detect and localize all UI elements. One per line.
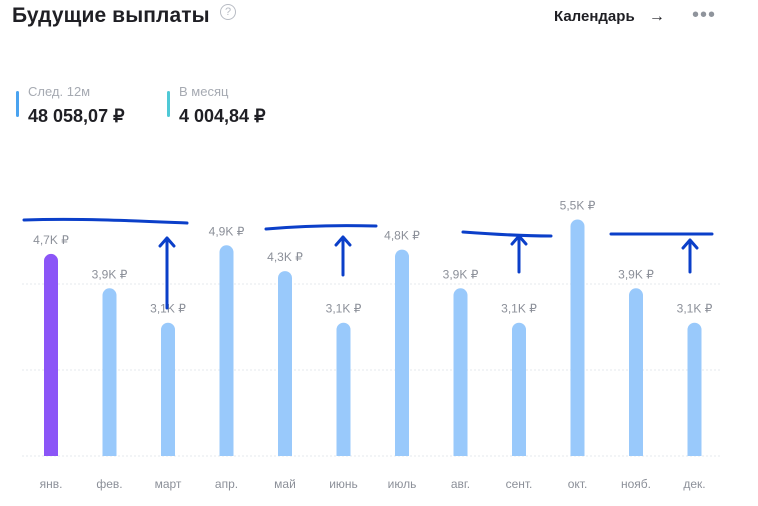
- bar: [395, 249, 409, 456]
- bar: [453, 288, 468, 456]
- stat-per-month: В месяц 4 004,84 ₽: [167, 84, 266, 128]
- annotation-arrow: [334, 235, 352, 277]
- x-tick-label: март: [155, 477, 182, 491]
- annotation-arrow: [681, 238, 699, 274]
- x-tick-label: сент.: [506, 477, 533, 491]
- bar: [102, 288, 117, 456]
- x-tick-label: фев.: [96, 477, 122, 491]
- value-label: 3,1K ₽: [677, 302, 713, 316]
- annotation-line: [22, 217, 189, 225]
- value-label: 3,9K ₽: [618, 267, 654, 281]
- bar: [570, 219, 585, 456]
- arrow-right-icon: →: [648, 8, 665, 25]
- more-options-icon[interactable]: •••: [692, 4, 717, 26]
- value-label: 4,8K ₽: [384, 229, 420, 243]
- value-label: 4,3K ₽: [267, 250, 303, 264]
- annotation-arrow: [510, 234, 528, 274]
- bar: [219, 245, 234, 456]
- bar: [512, 322, 526, 456]
- annotation-line: [461, 230, 553, 238]
- x-tick-label: дек.: [683, 477, 705, 491]
- stat-next-12m: След. 12м 48 058,07 ₽: [16, 84, 125, 128]
- stat-color-bar: [167, 91, 170, 117]
- x-tick-label: янв.: [40, 477, 63, 491]
- bar: [278, 271, 292, 456]
- stat-value: 4 004,84 ₽: [179, 106, 266, 126]
- x-tick-label: май: [274, 477, 296, 491]
- x-tick-label: июль: [388, 477, 417, 491]
- annotation-line: [264, 224, 378, 231]
- value-label: 4,7K ₽: [33, 233, 69, 247]
- bar: [161, 322, 175, 456]
- calendar-label: Календарь: [554, 8, 635, 25]
- x-tick-label: окт.: [568, 477, 588, 491]
- stat-color-bar: [16, 91, 19, 117]
- x-tick-label: июнь: [329, 477, 358, 491]
- value-label: 5,5K ₽: [560, 199, 596, 213]
- calendar-link[interactable]: Календарь →: [554, 8, 665, 26]
- bar: [687, 322, 702, 456]
- widget-header: Будущие выплаты ? Календарь → •••: [12, 0, 758, 40]
- value-label: 3,1K ₽: [326, 302, 362, 316]
- help-icon[interactable]: ?: [220, 4, 236, 20]
- bar: [44, 253, 58, 456]
- bar: [336, 322, 351, 456]
- value-label: 4,9K ₽: [209, 224, 245, 238]
- stat-value: 48 058,07 ₽: [28, 106, 125, 126]
- value-label: 3,9K ₽: [92, 267, 128, 281]
- x-tick-label: апр.: [215, 477, 238, 491]
- stat-label: В месяц: [179, 84, 229, 99]
- value-label: 3,1K ₽: [501, 302, 537, 316]
- value-label: 3,9K ₽: [443, 267, 479, 281]
- bar: [629, 288, 643, 456]
- x-tick-label: нояб.: [621, 477, 651, 491]
- annotation-arrow: [158, 236, 176, 310]
- page-title: Будущие выплаты: [12, 4, 210, 27]
- stat-label: След. 12м: [28, 84, 91, 99]
- x-tick-label: авг.: [451, 477, 470, 491]
